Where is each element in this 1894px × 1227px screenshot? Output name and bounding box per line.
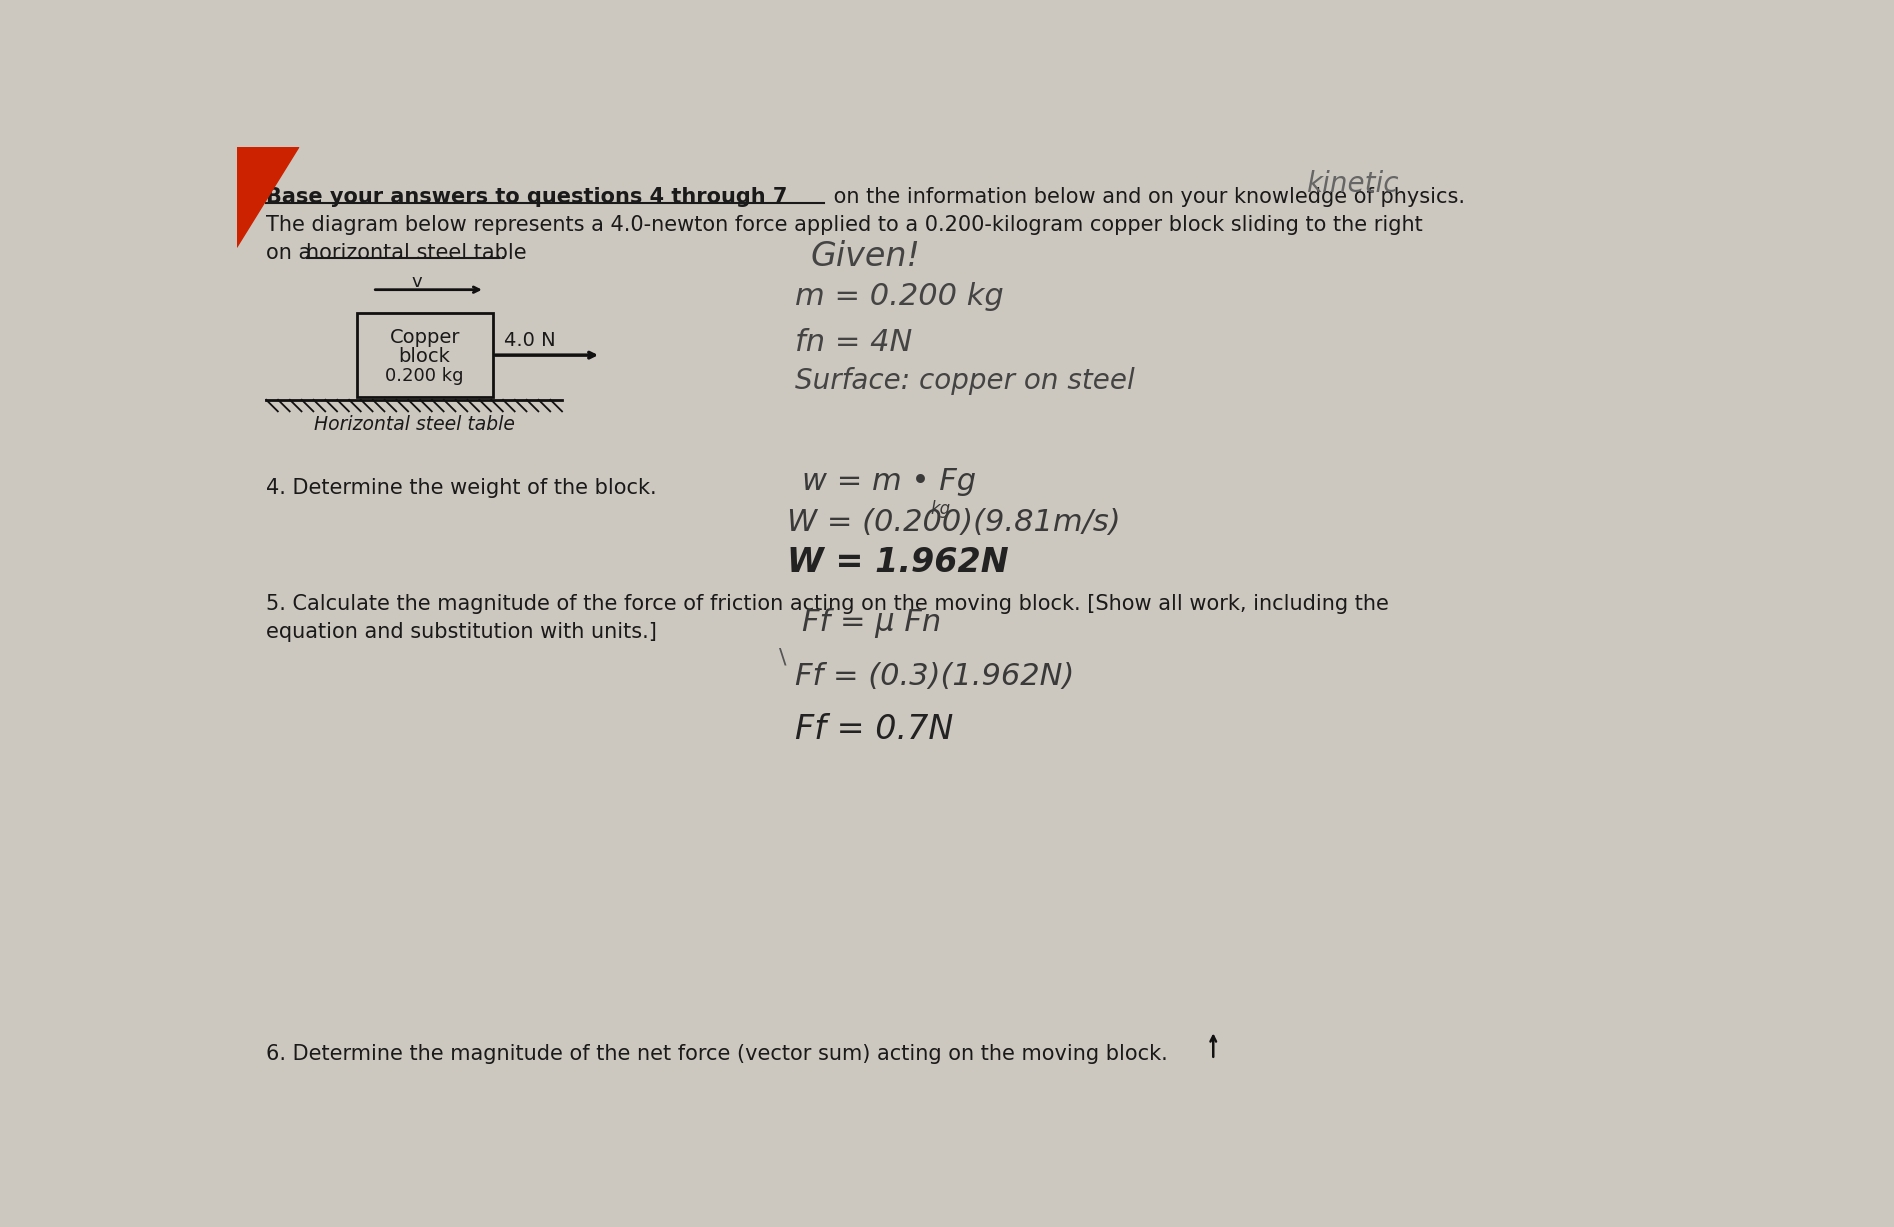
Text: Copper: Copper <box>390 328 460 347</box>
Text: \: \ <box>778 648 786 667</box>
Bar <box>356 313 492 398</box>
Text: horizontal steel table: horizontal steel table <box>307 243 527 263</box>
Text: block: block <box>400 347 451 366</box>
Text: Ff = 0.7N: Ff = 0.7N <box>795 713 953 746</box>
Text: 4. Determine the weight of the block.: 4. Determine the weight of the block. <box>267 479 657 498</box>
Text: .: . <box>500 243 508 263</box>
Text: 4.0 N: 4.0 N <box>504 330 555 350</box>
Text: on a: on a <box>267 243 318 263</box>
Polygon shape <box>237 147 299 248</box>
Text: kinetic: kinetic <box>1307 171 1400 199</box>
Text: v: v <box>411 272 422 291</box>
Text: 0.200 kg: 0.200 kg <box>386 367 464 385</box>
Text: fn = 4N: fn = 4N <box>795 328 913 357</box>
Text: Ff = (0.3)(1.962N): Ff = (0.3)(1.962N) <box>795 661 1074 691</box>
Text: W = 1.962N: W = 1.962N <box>788 546 1010 579</box>
Text: W = (0.200)(9.81m/s): W = (0.200)(9.81m/s) <box>788 508 1121 536</box>
Text: Base your answers to questions 4 through 7: Base your answers to questions 4 through… <box>267 188 788 207</box>
Text: The diagram below represents a 4.0-newton force applied to a 0.200-kilogram copp: The diagram below represents a 4.0-newto… <box>267 215 1422 236</box>
Text: Given!: Given! <box>811 239 920 272</box>
Text: Surface: copper on steel: Surface: copper on steel <box>795 367 1135 395</box>
Text: Horizontal steel table: Horizontal steel table <box>314 415 515 434</box>
Text: equation and substitution with units.]: equation and substitution with units.] <box>267 622 657 642</box>
Text: m = 0.200 kg: m = 0.200 kg <box>795 282 1004 310</box>
Text: 5. Calculate the magnitude of the force of friction acting on the moving block. : 5. Calculate the magnitude of the force … <box>267 594 1388 614</box>
Text: 6. Determine the magnitude of the net force (vector sum) acting on the moving bl: 6. Determine the magnitude of the net fo… <box>267 1044 1169 1064</box>
Text: Ff = μ Fn: Ff = μ Fn <box>803 607 941 638</box>
Text: on the information below and on your knowledge of physics.: on the information below and on your kno… <box>826 188 1464 207</box>
Text: kg: kg <box>930 499 951 518</box>
Text: w = m • Fg: w = m • Fg <box>803 466 977 496</box>
